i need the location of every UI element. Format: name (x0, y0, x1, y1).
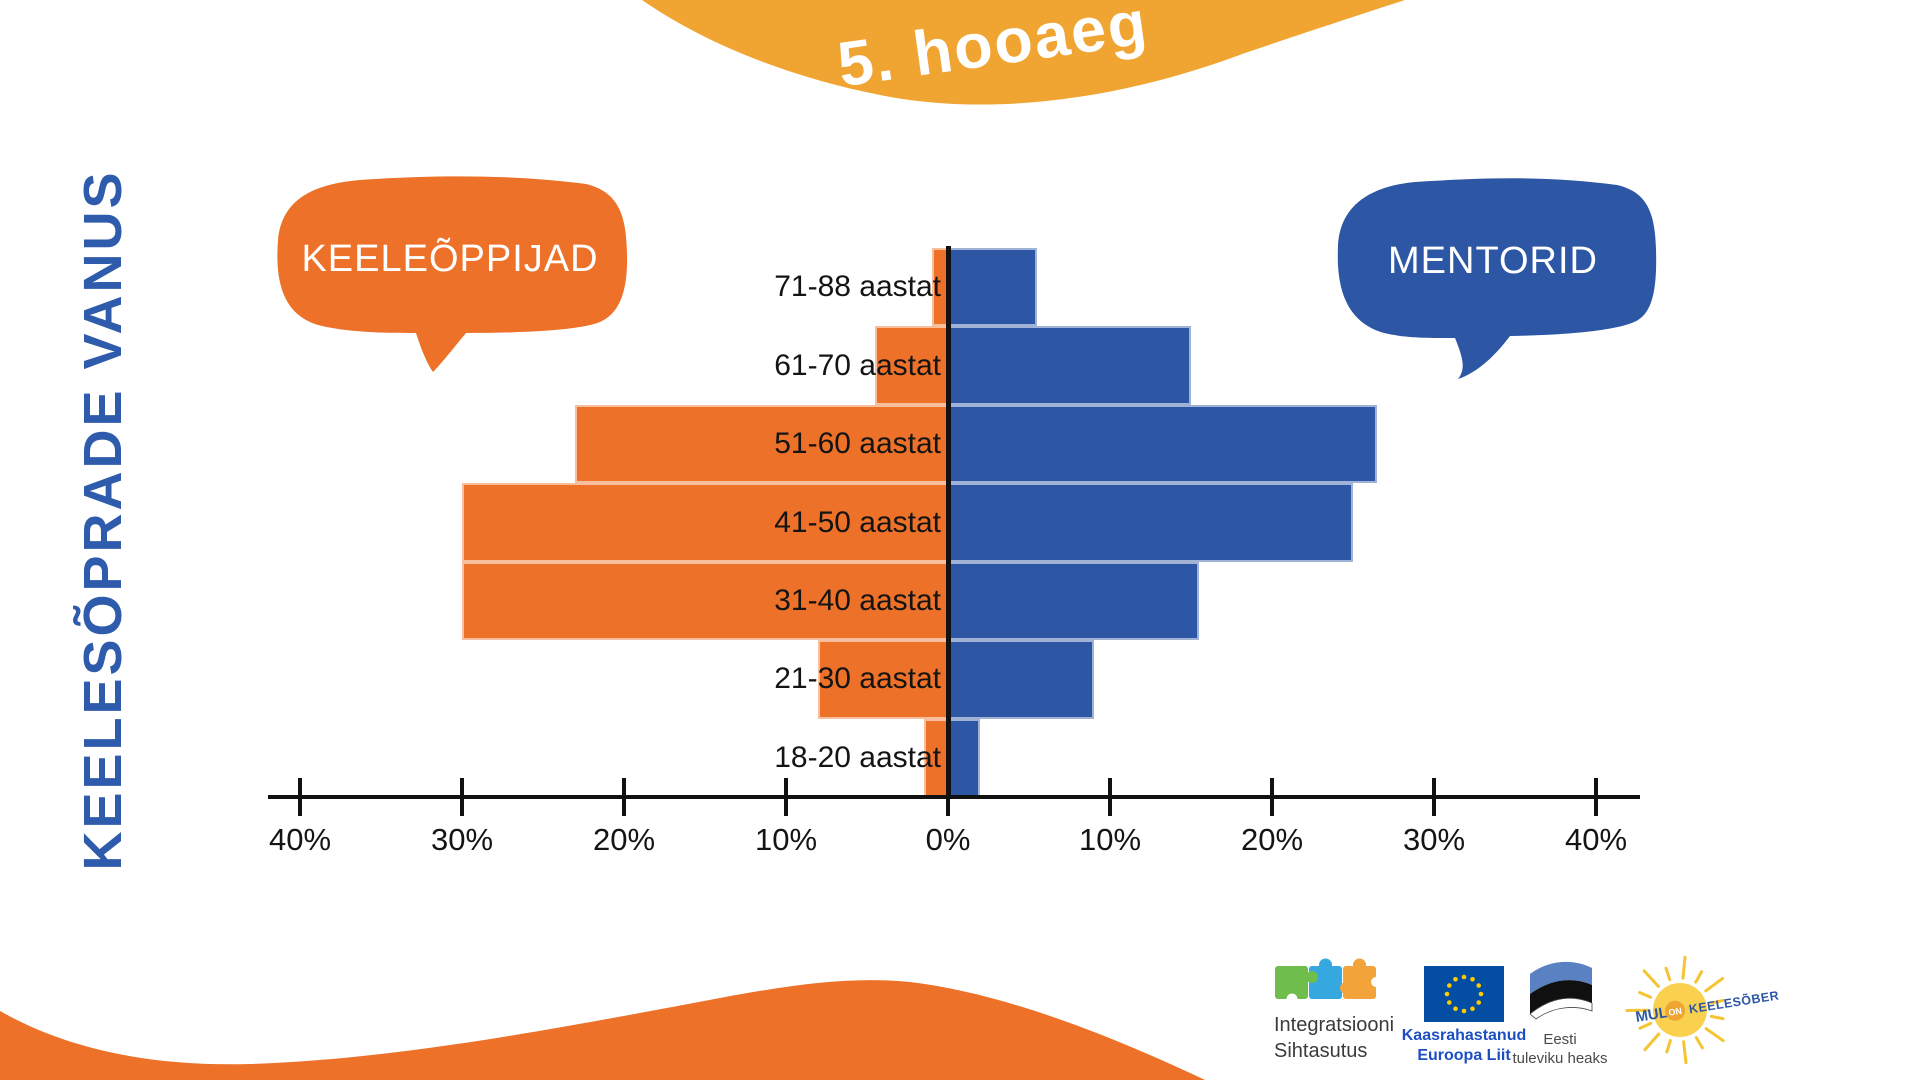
keelesober-sun-logo: MUL ON KEELESÕBER (1625, 955, 1780, 1065)
age-group-label-6: 18-20 aastat (774, 740, 941, 774)
eesti-caption: Eesti tuleviku heaks (1512, 1031, 1608, 1067)
x-tick-0 (298, 778, 302, 816)
x-tick-label-3: 10% (754, 822, 818, 857)
zero-axis-line (945, 246, 951, 799)
bar-learners-5 (818, 640, 948, 719)
age-group-label-1: 61-70 aastat (774, 348, 941, 382)
bar-learners-4 (462, 561, 948, 641)
x-tick-4 (946, 778, 950, 816)
bar-mentors-5 (948, 640, 1094, 719)
bar-learners-2 (575, 404, 948, 484)
age-group-label-3: 41-50 aastat (774, 505, 941, 539)
integratsiooni-sihtasutus-logo (1275, 958, 1381, 1005)
mentors-bubble (1337, 178, 1657, 379)
x-tick-label-1: 30% (430, 822, 494, 857)
x-axis-line (268, 795, 1640, 799)
x-tick-label-8: 40% (1564, 822, 1628, 857)
eu-caption: Kaasrahastanud Euroopa Liit (1401, 1027, 1527, 1064)
bar-mentors-2 (948, 404, 1378, 484)
x-tick-label-7: 30% (1402, 822, 1466, 857)
x-tick-5 (1108, 778, 1112, 816)
x-tick-2 (622, 778, 626, 816)
bar-mentors-3 (948, 483, 1353, 562)
bar-mentors-1 (948, 326, 1191, 405)
bar-mentors-6 (948, 718, 981, 798)
sun-text-keelesober: KEELESÕBER (1688, 987, 1780, 1016)
bottom-wave-shape (0, 980, 1205, 1080)
learners-bubble (277, 176, 628, 372)
bar-mentors-4 (948, 561, 1200, 641)
age-group-label-4: 31-40 aastat (774, 583, 941, 617)
x-tick-label-4: 0% (925, 822, 971, 857)
page-title: KEELESÕPRADE VANUS (73, 169, 133, 871)
bar-mentors-0 (948, 248, 1038, 327)
age-group-label-2: 51-60 aastat (774, 427, 941, 461)
mentors-bubble-label: MENTORID (1388, 240, 1598, 282)
x-tick-label-2: 20% (592, 822, 656, 857)
sun-text-on: ON (1668, 1006, 1683, 1018)
x-tick-label-5: 10% (1078, 822, 1142, 857)
age-group-label-5: 21-30 aastat (774, 662, 941, 696)
bar-learners-1 (875, 326, 948, 405)
x-tick-6 (1270, 778, 1274, 816)
bar-learners-3 (462, 483, 948, 562)
sun-text-mul: MUL (1634, 1004, 1669, 1026)
learners-bubble-label: KEELEÕPPIJAD (301, 238, 599, 280)
integratsiooni-caption: Integratsiooni Sihtasutus (1274, 1014, 1395, 1062)
eu-flag-logo (1424, 966, 1504, 1022)
x-tick-1 (460, 778, 464, 816)
age-group-label-0: 71-88 aastat (774, 270, 941, 304)
x-tick-7 (1432, 778, 1436, 816)
x-tick-label-0: 40% (268, 822, 332, 857)
eesti-flag-logo (1529, 961, 1593, 1020)
top-wave-shape (642, 0, 1405, 105)
x-tick-label-6: 20% (1240, 822, 1304, 857)
x-tick-8 (1594, 778, 1598, 816)
x-tick-3 (784, 778, 788, 816)
